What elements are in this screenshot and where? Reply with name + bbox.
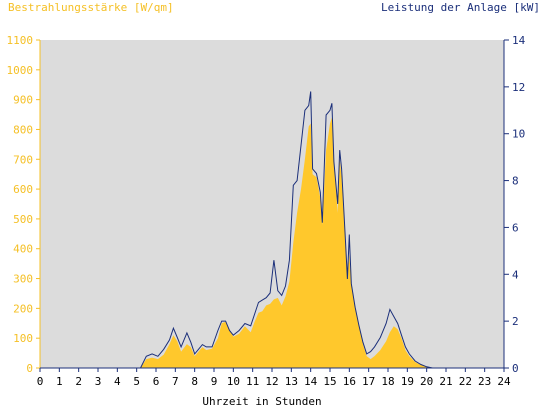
left-tick-label: 500 — [13, 213, 33, 226]
right-tick-label: 10 — [512, 128, 525, 141]
x-axis-label: Uhrzeit in Stunden — [202, 395, 321, 408]
x-tick-label: 4 — [114, 375, 121, 388]
right-tick-label: 6 — [512, 221, 519, 234]
x-tick-label: 16 — [343, 375, 356, 388]
left-axis-ticks: 0 100 200 300 400 500 600 700 800 900 1000 1100 — [7, 34, 40, 375]
x-tick-label: 20 — [420, 375, 433, 388]
left-tick-label: 800 — [13, 123, 33, 136]
right-tick-label: 2 — [512, 315, 519, 328]
x-tick-label: 23 — [478, 375, 491, 388]
x-tick-label: 13 — [285, 375, 298, 388]
x-tick-label: 3 — [95, 375, 102, 388]
x-tick-label: 1 — [56, 375, 63, 388]
left-tick-label: 400 — [13, 243, 33, 256]
right-tick-label: 0 — [512, 362, 519, 375]
right-tick-label: 4 — [512, 268, 519, 281]
left-tick-label: 100 — [13, 332, 33, 345]
right-tick-label: 8 — [512, 175, 519, 188]
x-tick-label: 5 — [133, 375, 140, 388]
x-tick-label: 0 — [37, 375, 44, 388]
x-tick-label: 6 — [153, 375, 160, 388]
left-tick-label: 0 — [26, 362, 33, 375]
irradiance-area — [40, 117, 504, 368]
x-tick-label: 10 — [227, 375, 240, 388]
x-tick-label: 22 — [459, 375, 472, 388]
x-tick-label: 12 — [265, 375, 278, 388]
x-tick-label: 21 — [439, 375, 452, 388]
x-tick-label: 9 — [211, 375, 218, 388]
left-tick-label: 200 — [13, 302, 33, 315]
left-axis-title: Bestrahlungsstärke [W/qm] — [8, 1, 174, 14]
right-tick-label: 14 — [512, 34, 526, 47]
left-tick-label: 600 — [13, 183, 33, 196]
x-axis-ticks: 0 1 2 3 4 5 6 7 8 9 10 11 12 13 14 15 16 17 18 19 20 21 22 23 24 — [37, 368, 511, 388]
x-tick-label: 18 — [381, 375, 394, 388]
left-tick-label: 1000 — [7, 64, 34, 77]
x-tick-label: 7 — [172, 375, 179, 388]
right-tick-label: 12 — [512, 81, 525, 94]
x-tick-label: 17 — [362, 375, 375, 388]
right-axis-ticks: 0 2 4 6 8 10 12 14 — [504, 34, 526, 375]
right-axis-title: Leistung der Anlage [kW] — [381, 1, 540, 14]
x-tick-label: 11 — [246, 375, 259, 388]
left-tick-label: 900 — [13, 94, 33, 107]
x-tick-label: 24 — [497, 375, 511, 388]
left-tick-label: 700 — [13, 153, 33, 166]
x-tick-label: 8 — [191, 375, 198, 388]
x-tick-label: 15 — [323, 375, 336, 388]
power-line — [40, 91, 504, 369]
left-tick-label: 300 — [13, 273, 33, 286]
x-tick-label: 14 — [304, 375, 318, 388]
left-tick-label: 1100 — [7, 34, 34, 47]
x-tick-label: 2 — [75, 375, 82, 388]
x-tick-label: 19 — [401, 375, 414, 388]
